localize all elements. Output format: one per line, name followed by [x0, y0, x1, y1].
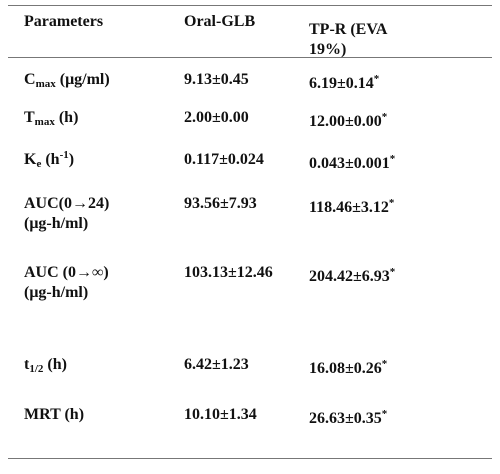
parameter-line: Tmax (h): [24, 108, 78, 128]
significance-mark: *: [381, 111, 388, 123]
tpr-value: 6.19±0.14: [309, 75, 374, 92]
header-cell: Oral-GLB: [184, 13, 256, 30]
parameter-text: T: [24, 109, 35, 126]
oral-cell: 103.13±12.46: [184, 264, 273, 281]
tpr-cell: 26.63±0.35*: [309, 409, 387, 429]
significance-mark: *: [373, 73, 380, 85]
parameter-text: (μg/ml): [55, 71, 110, 88]
tpr-value: 0.043±0.001: [309, 155, 390, 172]
parameter-line: AUC (0→∞): [24, 263, 109, 283]
parameter-cell: Cmax (μg/ml): [24, 70, 110, 90]
parameter-line: AUC(0→24): [24, 194, 109, 214]
parameter-line: Cmax (μg/ml): [24, 70, 110, 90]
significance-mark: *: [381, 358, 388, 370]
parameter-text: AUC (0→∞): [24, 264, 109, 281]
parameter-line: (μg-h/ml): [24, 283, 109, 303]
parameter-text: MRT (h): [24, 406, 85, 423]
header-cell: Parameters: [24, 13, 104, 30]
parameter-line: Ke (h-1): [24, 150, 74, 170]
oral-cell: 10.10±1.34: [184, 406, 257, 423]
significance-mark: *: [388, 197, 395, 209]
parameter-text: K: [24, 151, 37, 168]
parameter-text: -1: [59, 149, 69, 161]
tpr-cell: 204.42±6.93*: [309, 267, 395, 287]
parameter-text: (μg-h/ml): [24, 284, 89, 301]
oral-cell: 2.00±0.00: [184, 109, 249, 126]
bottom-rule: [8, 458, 492, 459]
tpr-value: 118.46±3.12: [309, 199, 389, 216]
top-rule: [8, 5, 492, 6]
parameter-text: C: [24, 71, 36, 88]
parameter-text: max: [35, 78, 56, 90]
parameter-text: (h): [43, 356, 67, 373]
parameter-text: t: [24, 356, 30, 373]
header-cell: TP-R (EVA 19%): [309, 21, 387, 58]
oral-cell: 93.56±7.93: [184, 195, 257, 212]
parameter-cell: MRT (h): [24, 405, 84, 425]
tpr-value: 204.42±6.93: [309, 268, 390, 285]
parameter-line: (μg-h/ml): [24, 214, 109, 234]
tpr-cell: 16.08±0.26*: [309, 359, 387, 379]
significance-mark: *: [389, 266, 396, 278]
parameter-line: MRT (h): [24, 405, 84, 425]
tpr-cell: 6.19±0.14*: [309, 74, 379, 94]
oral-cell: 9.13±0.45: [184, 71, 249, 88]
header-rule: [8, 57, 492, 58]
parameter-line: t1/2 (h): [24, 355, 67, 375]
tpr-cell: 0.043±0.001*: [309, 154, 395, 174]
parameter-text: (h): [54, 109, 79, 126]
parameter-cell: AUC(0→24) (μg-h/ml): [24, 194, 109, 234]
tpr-value: 12.00±0.00: [309, 113, 382, 130]
parameter-cell: t1/2 (h): [24, 355, 67, 375]
tpr-value: 16.08±0.26: [309, 360, 382, 377]
significance-mark: *: [381, 408, 388, 420]
oral-cell: 6.42±1.23: [184, 356, 249, 373]
parameter-text: e: [36, 158, 42, 170]
significance-mark: *: [389, 153, 396, 165]
tpr-value: 26.63±0.35: [309, 410, 382, 427]
parameter-cell: Tmax (h): [24, 108, 78, 128]
parameter-text: (μg-h/ml): [24, 215, 89, 232]
parameter-text: AUC(0→24): [24, 195, 110, 212]
oral-cell: 0.117±0.024: [184, 151, 264, 168]
parameter-text: max: [34, 116, 55, 128]
parameter-text: ): [68, 151, 75, 168]
parameter-cell: Ke (h-1): [24, 150, 74, 170]
tpr-cell: 118.46±3.12*: [309, 198, 394, 218]
tpr-cell: 12.00±0.00*: [309, 112, 387, 132]
parameter-text: 1/2: [29, 363, 44, 375]
parameter-text: (h: [41, 151, 60, 168]
parameter-cell: AUC (0→∞) (μg-h/ml): [24, 263, 109, 303]
